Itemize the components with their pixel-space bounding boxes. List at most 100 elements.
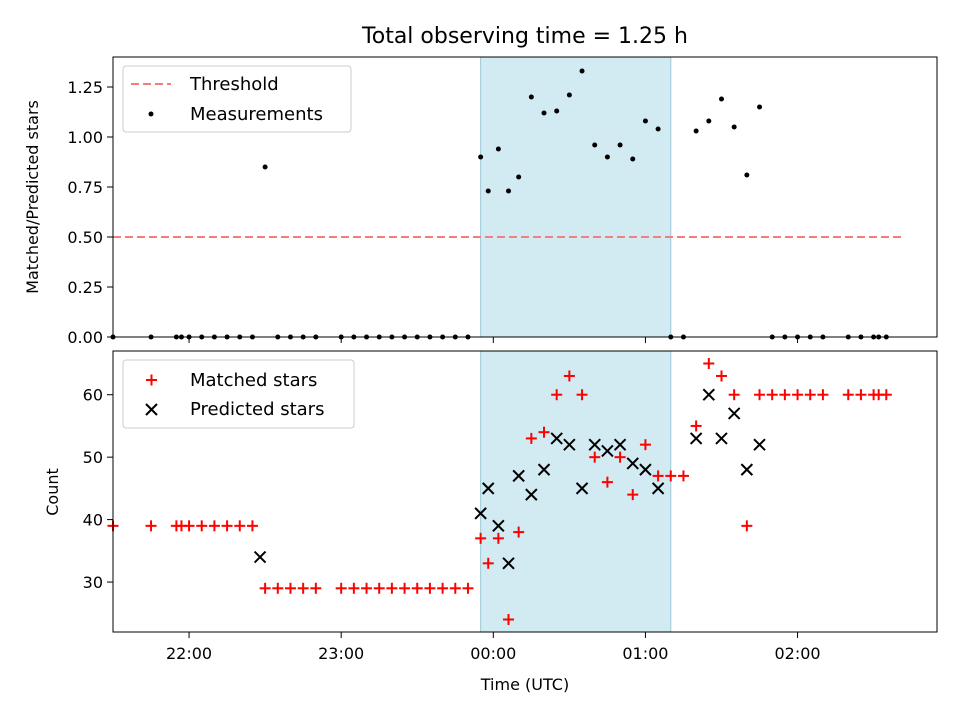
matched-point [842, 389, 854, 401]
matched-point [196, 520, 208, 532]
matched-point [880, 389, 892, 401]
matched-point [386, 582, 398, 594]
matched-point [728, 389, 740, 401]
predicted-point [512, 469, 525, 483]
matched-point [399, 582, 411, 594]
matched-point [779, 389, 791, 401]
measurement-point [617, 142, 623, 148]
matched-point [284, 582, 296, 594]
legend-measurements-label: Measurements [190, 104, 323, 125]
matched-point [221, 520, 233, 532]
measurement-point [604, 154, 610, 160]
matched-point [855, 389, 867, 401]
x-tick-label: 02:00 [774, 644, 820, 663]
matched-point [652, 470, 664, 482]
legend-measurements-swatch [148, 111, 154, 117]
matched-point [503, 614, 515, 626]
matched-point [525, 432, 537, 444]
predicted-point [563, 438, 576, 451]
top-y-tick-label: 0.00 [67, 328, 103, 347]
measurement-point [528, 94, 534, 100]
predicted-point [474, 507, 487, 520]
matched-point [538, 426, 550, 438]
predicted-point [588, 438, 601, 451]
matched-point [492, 532, 504, 544]
predicted-point [537, 463, 551, 476]
measurement-point [566, 92, 572, 98]
bottom-y-tick-label: 50 [83, 448, 103, 467]
predicted-point [626, 457, 639, 470]
matched-point [614, 451, 626, 463]
measurement-point [718, 96, 724, 102]
matched-point [589, 451, 601, 463]
bottom-y-axis-label: Count [43, 468, 62, 516]
predicted-point [525, 488, 538, 501]
measurement-point [495, 146, 501, 152]
predicted-point [502, 557, 515, 570]
measurement-point [262, 164, 268, 170]
top-y-tick-label: 1.00 [67, 128, 103, 147]
matched-point [259, 582, 271, 594]
predicted-point [727, 407, 741, 420]
x-tick-label: 22:00 [166, 644, 212, 663]
predicted-point [601, 444, 614, 458]
measurement-point [592, 142, 598, 148]
predicted-point [702, 388, 716, 401]
measurement-point [554, 108, 560, 114]
matched-point [272, 582, 284, 594]
measurement-point [731, 124, 737, 130]
matched-point [449, 582, 461, 594]
x-axis-label: Time (UTC) [480, 675, 569, 694]
matched-point [715, 370, 727, 382]
top-y-tick-label: 0.50 [67, 228, 103, 247]
measurement-point [516, 174, 522, 180]
bottom-y-tick-label: 30 [83, 573, 103, 592]
x-tick-label: 01:00 [622, 644, 668, 663]
x-tick-label: 00:00 [470, 644, 516, 663]
measurement-point [506, 188, 512, 194]
matched-point [817, 389, 829, 401]
matched-point [741, 520, 753, 532]
legend-predicted-label: Predicted stars [190, 399, 324, 420]
predicted-point [651, 482, 665, 495]
measurement-point [642, 118, 648, 124]
legend-predicted-swatch [145, 403, 158, 416]
predicted-point [639, 463, 652, 476]
legend-matched-label: Matched stars [190, 370, 317, 391]
matched-point [297, 582, 309, 594]
bottom-shaded-span [480, 350, 672, 633]
matched-point [563, 370, 575, 382]
top-y-axis-label: Matched/Predicted stars [23, 100, 42, 294]
matched-point [183, 520, 195, 532]
top-panel: 0.00 0.25 0.50 0.75 1.00 1.25 Matched/Predict… [23, 56, 938, 347]
bottom-y-tick-label: 40 [83, 511, 103, 530]
matched-point [754, 389, 766, 401]
matched-point [665, 470, 677, 482]
matched-point [462, 582, 474, 594]
matched-point [703, 357, 715, 369]
bottom-y-tick-label: 60 [83, 386, 103, 405]
matched-point [576, 389, 588, 401]
top-shaded-span [480, 56, 672, 338]
matched-point [475, 532, 487, 544]
measurement-point [579, 68, 585, 74]
matched-point [246, 520, 258, 532]
matched-point [513, 526, 525, 538]
matched-point [551, 389, 563, 401]
matched-point [766, 389, 778, 401]
bottom-legend: Matched stars Predicted stars [122, 359, 355, 429]
predicted-point [740, 463, 754, 476]
predicted-point [753, 438, 766, 451]
matched-point [792, 389, 804, 401]
bottom-axes-frame [112, 350, 938, 633]
matched-point [145, 520, 157, 532]
matched-point [424, 582, 436, 594]
predicted-point [715, 432, 728, 445]
matched-point [677, 470, 689, 482]
matched-point [310, 582, 322, 594]
matched-point [639, 439, 651, 451]
matched-point [234, 520, 246, 532]
predicted-point [482, 482, 495, 495]
top-axes-frame [112, 56, 938, 338]
matched-point [690, 420, 702, 432]
